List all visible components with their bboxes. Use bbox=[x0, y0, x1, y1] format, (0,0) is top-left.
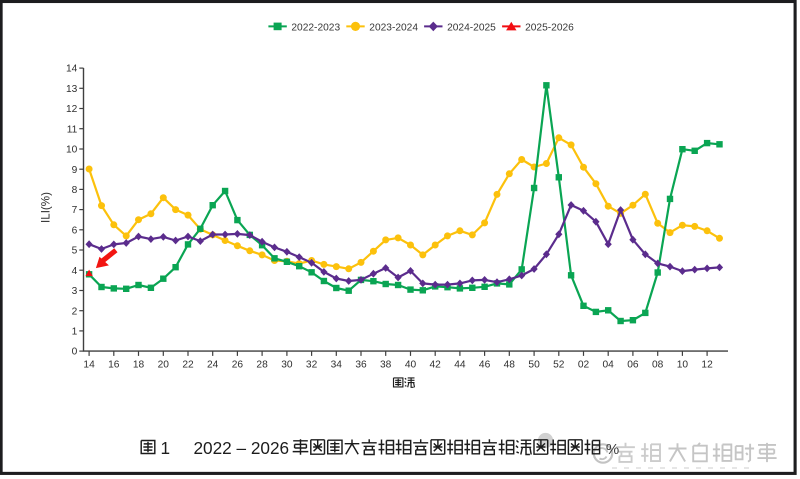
svg-text:18: 18 bbox=[133, 359, 145, 370]
svg-text:32: 32 bbox=[306, 359, 318, 370]
svg-text:12: 12 bbox=[701, 359, 713, 370]
svg-text:08: 08 bbox=[652, 359, 664, 370]
svg-text:42: 42 bbox=[430, 359, 442, 370]
svg-text:8: 8 bbox=[72, 185, 78, 196]
svg-text:36: 36 bbox=[355, 359, 367, 370]
svg-text:28: 28 bbox=[256, 359, 268, 370]
svg-text:2: 2 bbox=[72, 306, 78, 317]
svg-text:26: 26 bbox=[232, 359, 244, 370]
svg-text:10: 10 bbox=[66, 145, 78, 156]
svg-text:14: 14 bbox=[83, 359, 95, 370]
svg-text:20: 20 bbox=[158, 359, 170, 370]
svg-text:22: 22 bbox=[182, 359, 194, 370]
svg-text:%: % bbox=[606, 441, 619, 458]
svg-text:38: 38 bbox=[380, 359, 392, 370]
svg-text:40: 40 bbox=[405, 359, 417, 370]
svg-text:34: 34 bbox=[331, 359, 343, 370]
svg-text:2022-2023: 2022-2023 bbox=[291, 22, 340, 33]
svg-text:52: 52 bbox=[553, 359, 565, 370]
svg-text:12: 12 bbox=[66, 104, 78, 115]
svg-text:6: 6 bbox=[72, 225, 78, 236]
svg-text:5: 5 bbox=[72, 246, 78, 257]
svg-text:48: 48 bbox=[504, 359, 516, 370]
svg-text:46: 46 bbox=[479, 359, 491, 370]
svg-text:16: 16 bbox=[108, 359, 120, 370]
svg-text:50: 50 bbox=[528, 359, 540, 370]
svg-text:30: 30 bbox=[281, 359, 293, 370]
svg-text:3: 3 bbox=[72, 286, 78, 297]
svg-text:13: 13 bbox=[66, 84, 78, 95]
svg-text:7: 7 bbox=[72, 205, 78, 216]
svg-text:2022 – 2026: 2022 – 2026 bbox=[194, 438, 290, 458]
svg-text:0: 0 bbox=[72, 347, 78, 358]
svg-text:2023-2024: 2023-2024 bbox=[369, 22, 418, 33]
svg-text:04: 04 bbox=[603, 359, 615, 370]
svg-text:14: 14 bbox=[66, 64, 78, 75]
svg-text:1: 1 bbox=[72, 327, 78, 338]
svg-text:2024-2025: 2024-2025 bbox=[447, 22, 496, 33]
svg-text:ILI(%): ILI(%) bbox=[40, 192, 53, 223]
svg-text:24: 24 bbox=[207, 359, 219, 370]
svg-text:02: 02 bbox=[578, 359, 590, 370]
svg-text:2025-2026: 2025-2026 bbox=[525, 22, 574, 33]
svg-text:44: 44 bbox=[454, 359, 466, 370]
svg-text:06: 06 bbox=[627, 359, 639, 370]
svg-text:11: 11 bbox=[67, 124, 78, 135]
svg-text:1: 1 bbox=[161, 438, 171, 458]
svg-text:9: 9 bbox=[72, 165, 78, 176]
svg-text:4: 4 bbox=[72, 266, 78, 277]
svg-text:10: 10 bbox=[677, 359, 689, 370]
